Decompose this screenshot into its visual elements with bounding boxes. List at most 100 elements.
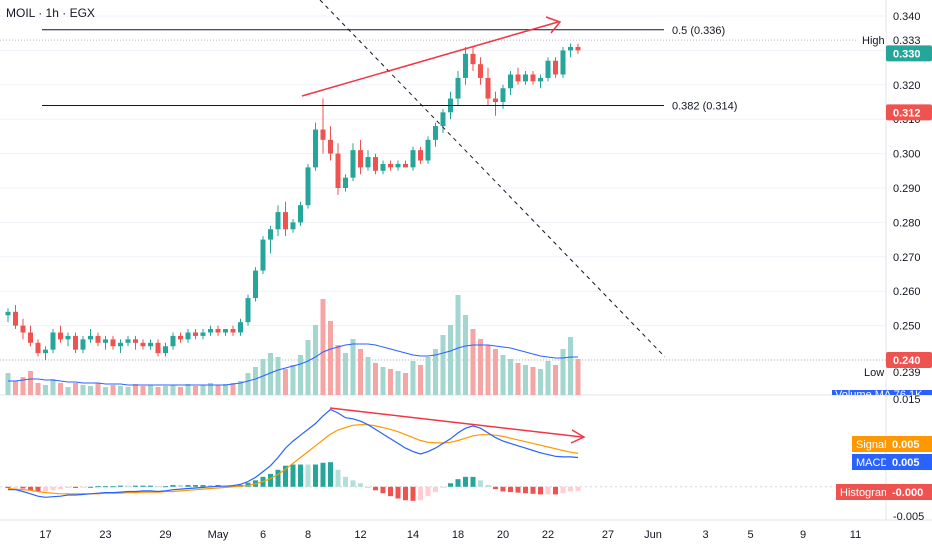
histogram-bar bbox=[155, 486, 161, 488]
candle bbox=[238, 318, 243, 336]
candle-body bbox=[500, 88, 506, 102]
candle-body bbox=[65, 335, 71, 340]
candle bbox=[403, 160, 408, 168]
candle-body bbox=[185, 332, 191, 340]
volume-bar bbox=[178, 387, 183, 395]
candle bbox=[350, 143, 356, 182]
candle bbox=[568, 43, 573, 58]
histogram-bar bbox=[200, 485, 206, 487]
candle-body bbox=[545, 60, 551, 78]
volume-bar bbox=[283, 369, 288, 395]
histogram-legend: Histogram -0.000 bbox=[836, 484, 932, 500]
histogram-bar bbox=[5, 486, 11, 488]
histogram-bar bbox=[410, 486, 416, 501]
candle bbox=[373, 153, 378, 175]
candle bbox=[118, 339, 123, 354]
volume-bar bbox=[28, 371, 33, 395]
candle-body bbox=[110, 339, 116, 347]
candle bbox=[103, 335, 108, 350]
candle bbox=[298, 201, 303, 226]
histogram-bar bbox=[193, 485, 198, 487]
x-tick-label: Jun bbox=[644, 529, 662, 541]
candle bbox=[433, 122, 438, 147]
arrow-head-icon bbox=[570, 429, 586, 444]
candle bbox=[5, 308, 11, 323]
volume-bar bbox=[35, 383, 41, 395]
candle bbox=[418, 146, 423, 164]
candle bbox=[163, 342, 168, 357]
histogram-bar bbox=[13, 486, 18, 488]
volume-bar bbox=[440, 335, 446, 395]
candle bbox=[88, 329, 93, 343]
y-tick-label: 0.340 bbox=[893, 11, 921, 23]
histogram-bar bbox=[500, 486, 506, 492]
volume-bar bbox=[478, 339, 483, 395]
volume-bar bbox=[500, 355, 506, 395]
x-tick-label: 14 bbox=[407, 529, 419, 541]
histogram-bar bbox=[178, 485, 183, 487]
macd-legend-label: MACD bbox=[856, 457, 888, 469]
candle-body bbox=[238, 322, 243, 333]
macd-tick-label: 0.015 bbox=[893, 394, 921, 406]
candle-body bbox=[478, 64, 483, 78]
signal-legend-value-bg bbox=[886, 436, 932, 452]
histogram-bar bbox=[553, 486, 558, 495]
volume-bar bbox=[290, 365, 296, 395]
low-price-badge-text: 0.240 bbox=[893, 355, 921, 367]
x-tick-label: 20 bbox=[497, 529, 509, 541]
candle bbox=[523, 71, 528, 85]
candle-body bbox=[268, 229, 273, 240]
volume-bar bbox=[365, 357, 371, 395]
candle bbox=[170, 332, 176, 350]
candle-body bbox=[403, 163, 408, 168]
volume-ma-tag-bg bbox=[832, 390, 932, 395]
candle bbox=[275, 205, 281, 237]
volume-bar bbox=[485, 345, 491, 395]
histogram-bar bbox=[515, 486, 521, 493]
candle bbox=[358, 139, 363, 175]
volume-bar bbox=[575, 359, 581, 395]
candle-body bbox=[358, 150, 363, 168]
candle bbox=[95, 332, 101, 347]
candle-body bbox=[215, 329, 221, 333]
x-tick-label: 12 bbox=[354, 529, 366, 541]
candle-body bbox=[298, 205, 303, 223]
candle bbox=[245, 294, 251, 326]
candle bbox=[500, 84, 506, 109]
volume-bar bbox=[373, 363, 378, 395]
volume-bar bbox=[215, 385, 221, 395]
volume-bar bbox=[20, 377, 26, 395]
candle bbox=[395, 160, 401, 171]
candle-body bbox=[95, 335, 101, 343]
histogram-bar bbox=[388, 486, 393, 497]
fib-price-badge: 0.312 bbox=[886, 104, 932, 121]
candle-body bbox=[208, 329, 213, 333]
candle bbox=[485, 67, 491, 106]
x-tick-label: 5 bbox=[747, 529, 753, 541]
candle-body bbox=[320, 129, 326, 140]
candle-body bbox=[148, 342, 153, 347]
candle bbox=[343, 174, 348, 192]
candle-body bbox=[560, 50, 566, 75]
histogram-bar bbox=[65, 486, 71, 488]
candle bbox=[508, 71, 513, 96]
volume-bar bbox=[103, 387, 108, 395]
candle-body bbox=[485, 77, 491, 99]
macd-legend-label-bg bbox=[852, 454, 886, 470]
candle-body bbox=[575, 46, 581, 51]
histogram-bar bbox=[335, 469, 341, 487]
candle bbox=[133, 335, 138, 350]
candle-body bbox=[380, 163, 386, 171]
candle-body bbox=[260, 239, 266, 271]
candle-body bbox=[538, 77, 543, 82]
volume-bar bbox=[5, 373, 11, 395]
candle-body bbox=[28, 332, 33, 343]
candle-body bbox=[133, 339, 138, 343]
last-price-badge-bg bbox=[886, 45, 932, 62]
candle-body bbox=[80, 339, 86, 350]
histogram-legend-label-bg bbox=[836, 484, 886, 500]
low-tag-value: 0.239 bbox=[893, 367, 921, 379]
histogram-bar bbox=[58, 486, 63, 490]
x-tick-label: 22 bbox=[542, 529, 554, 541]
